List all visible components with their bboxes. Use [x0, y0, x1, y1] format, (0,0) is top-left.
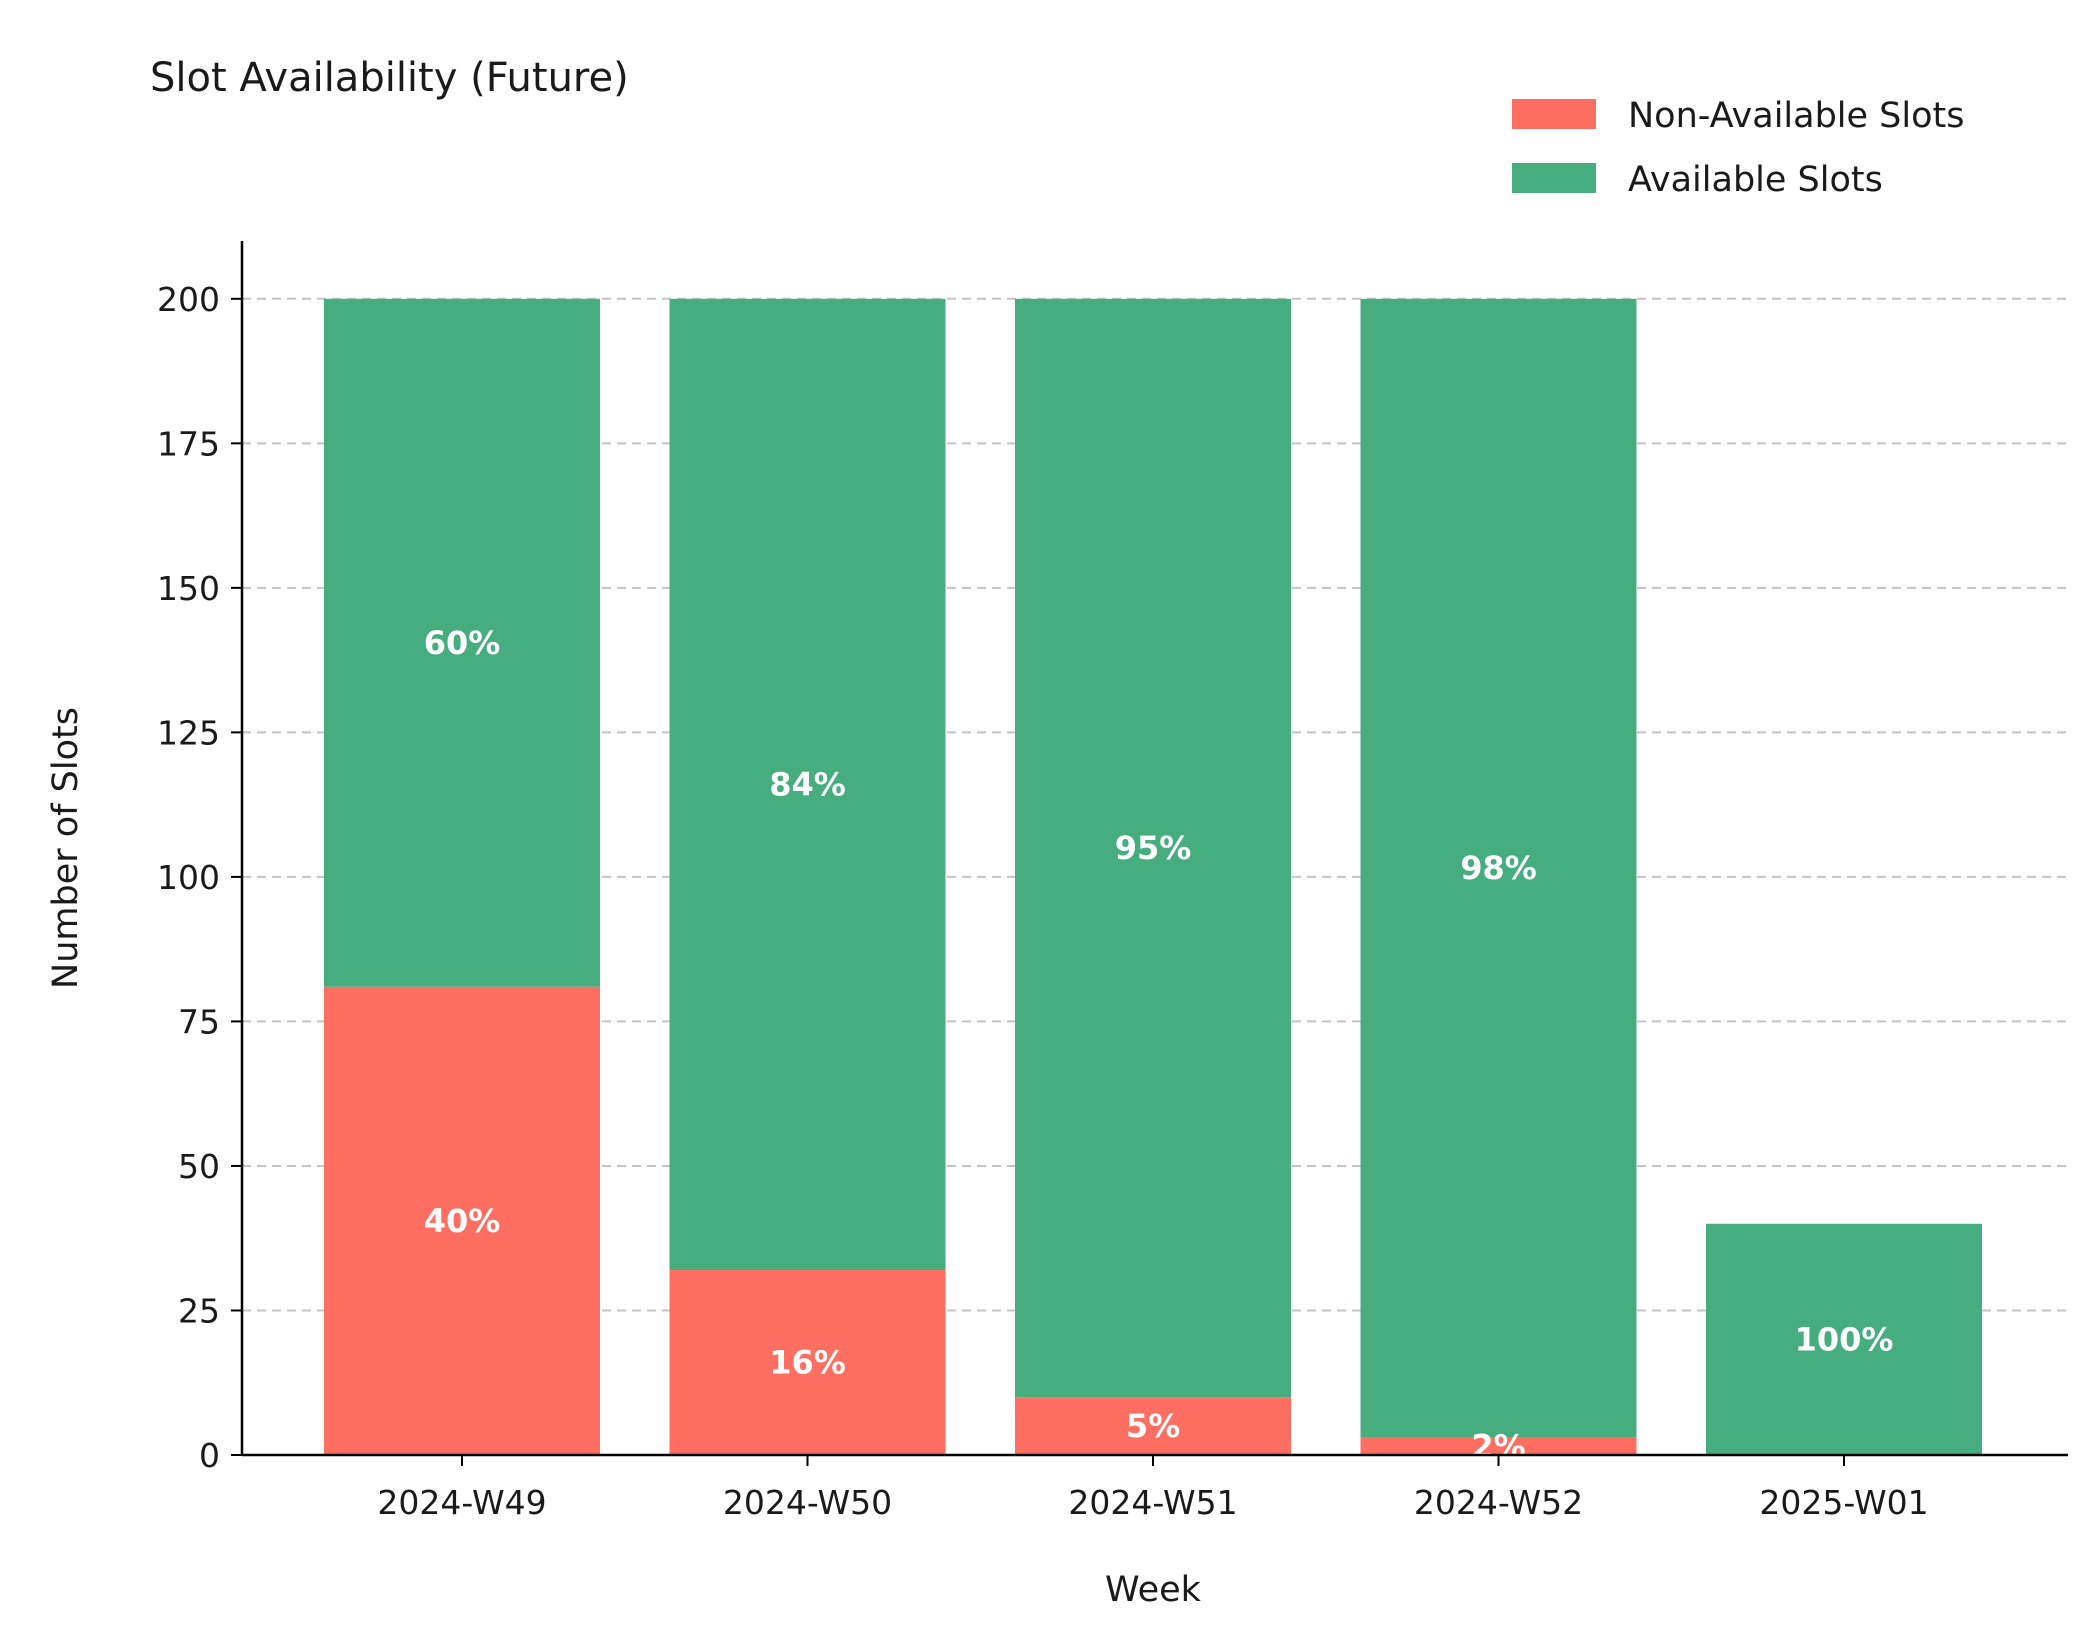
x-tick-label: 2025-W01: [1759, 1483, 1928, 1522]
y-tick-label: 0: [199, 1436, 220, 1475]
bar-percent-label: 60%: [424, 624, 501, 662]
y-axis-title: Number of Slots: [46, 707, 86, 989]
legend-label-available: Available Slots: [1628, 160, 1883, 200]
bar-non-available: [669, 1270, 946, 1455]
legend-swatch-available: [1512, 163, 1596, 193]
bar-available: [1706, 1223, 1982, 1455]
bar-non-available: [1360, 1437, 1637, 1455]
x-tick-label: 2024-W50: [723, 1483, 892, 1522]
y-axis-ticks: 0 25 50 75 100 125 150 175 200: [157, 280, 242, 1475]
legend-swatch-non-available: [1512, 99, 1596, 129]
bar-percent-label: 40%: [424, 1202, 501, 1240]
bar-percent-label: 16%: [769, 1344, 846, 1382]
x-tick-label: 2024-W49: [377, 1483, 546, 1522]
y-tick-label: 75: [178, 1002, 220, 1041]
x-axis-ticks: 2024-W49 2024-W50 2024-W51 2024-W52 2025-W01: [377, 1455, 1929, 1522]
y-tick-label: 200: [157, 280, 220, 319]
bar-labels: 40%60%16%84%5%95%2%98%100%: [424, 624, 1894, 1466]
bar-percent-label: 98%: [1460, 849, 1537, 887]
y-tick-label: 50: [178, 1147, 220, 1186]
bar-non-available: [1015, 1397, 1291, 1455]
y-tick-label: 175: [157, 424, 220, 463]
bar-percent-label: 5%: [1126, 1407, 1180, 1445]
bar-percent-label: 84%: [769, 765, 846, 803]
bar-available: [1360, 298, 1637, 1438]
x-tick-label: 2024-W51: [1068, 1483, 1237, 1522]
chart-title: Slot Availability (Future): [150, 55, 629, 101]
bar-available: [324, 298, 600, 987]
bar-available: [1015, 298, 1291, 1398]
bar-percent-label: 95%: [1115, 829, 1192, 867]
y-tick-label: 125: [157, 713, 220, 752]
y-tick-label: 150: [157, 569, 220, 608]
legend: Non-Available Slots Available Slots: [1512, 96, 1965, 200]
x-tick-label: 2024-W52: [1414, 1483, 1583, 1522]
y-tick-label: 100: [157, 858, 220, 897]
bar-non-available: [324, 986, 600, 1455]
legend-label-non-available: Non-Available Slots: [1628, 96, 1965, 136]
bar-percent-label: 100%: [1795, 1320, 1894, 1358]
x-axis-title: Week: [1105, 1570, 1202, 1610]
bars: [324, 298, 1982, 1455]
bar-available: [669, 298, 946, 1271]
y-tick-label: 25: [178, 1291, 220, 1330]
